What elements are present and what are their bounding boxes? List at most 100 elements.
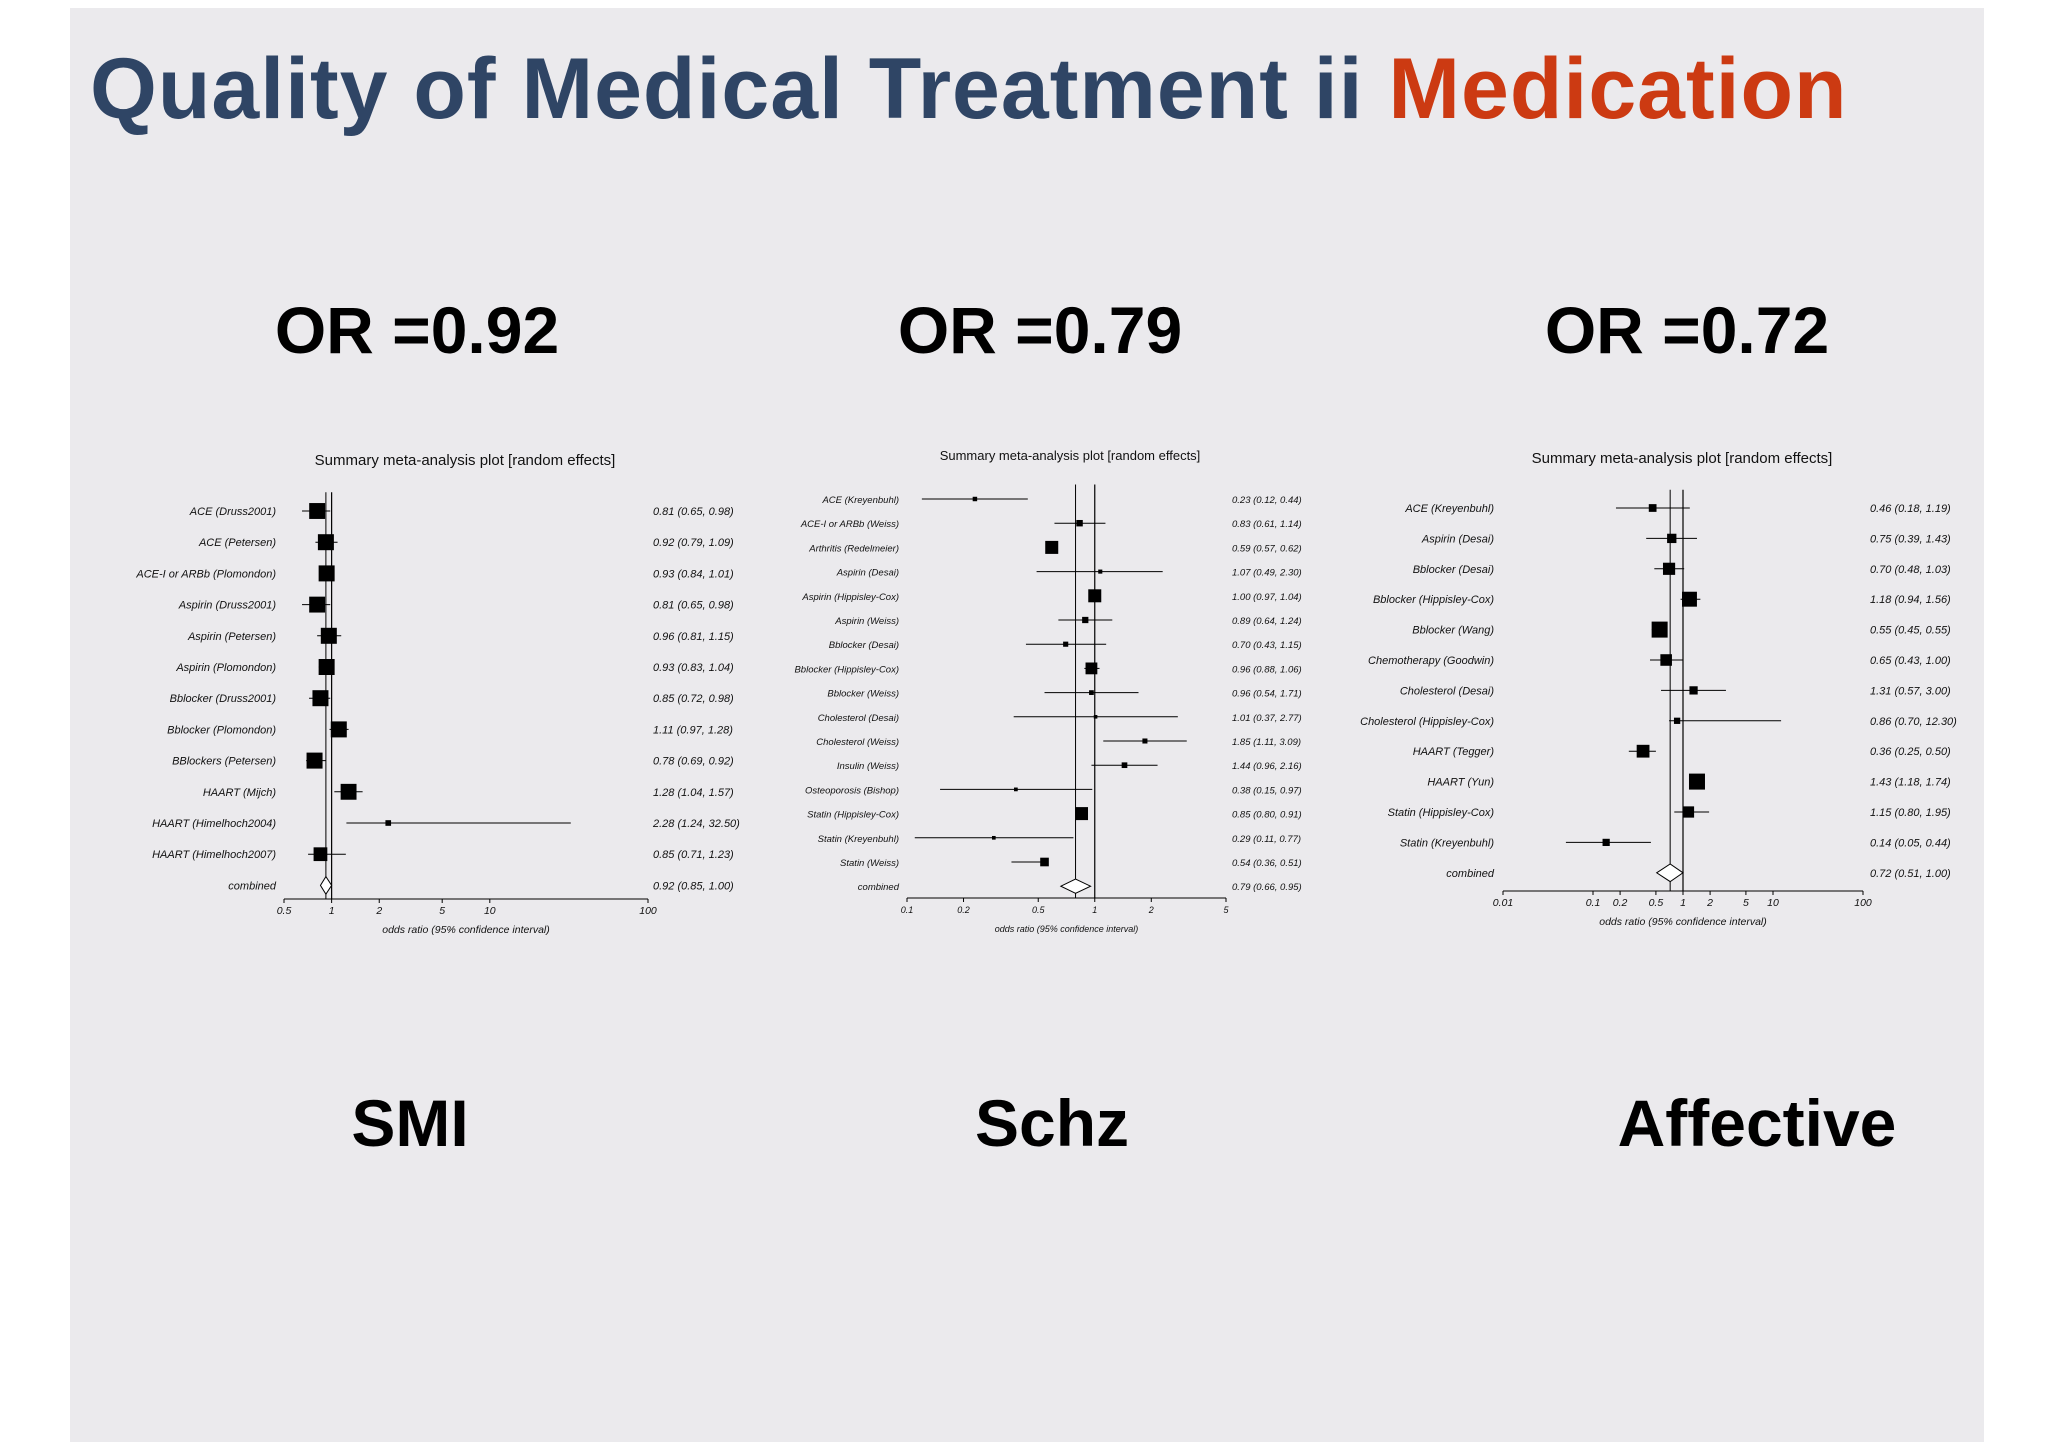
p3-ci-value: 1.18 (0.94, 1.56): [1870, 594, 1951, 606]
p2-point-estimate: [1088, 589, 1102, 603]
p3-x-tick-label: 2: [1706, 897, 1713, 909]
p2-point-estimate: [1098, 569, 1103, 574]
p3-point-estimate: [1689, 686, 1698, 695]
slide-background: [70, 8, 1984, 1442]
p1-point-estimate: [309, 596, 326, 613]
p3-row-label: Bblocker (Desai): [1413, 564, 1495, 576]
group-label-affective: Affective: [1617, 1086, 1897, 1160]
p2-row-label: Bblocker (Hippisley-Cox): [794, 664, 899, 675]
p2-ci-value: 1.01 (0.37, 2.77): [1232, 713, 1302, 724]
p1-row-label: ACE-I or ARBb (Plomondon): [135, 568, 276, 580]
p2-point-estimate: [972, 496, 978, 502]
p3-combined-label: combined: [1446, 868, 1495, 880]
p2-point-estimate: [1013, 787, 1018, 792]
p1-row-label: HAART (Himelhoch2004): [152, 818, 276, 830]
p3-point-estimate: [1602, 838, 1610, 847]
p2-ci-value: 0.54 (0.36, 0.51): [1232, 858, 1302, 869]
p1-x-tick-label: 0.5: [277, 905, 292, 917]
p3-ci-value: 0.86 (0.70, 12.30): [1870, 716, 1957, 728]
p3-ci-value: 0.75 (0.39, 1.43): [1870, 533, 1951, 545]
p2-ci-value: 1.85 (1.11, 3.09): [1232, 737, 1301, 748]
p3-combined-diamond: [1655, 863, 1684, 883]
p2-combined-diamond: [1059, 878, 1092, 894]
p2-row-label: Bblocker (Desai): [829, 640, 899, 651]
p1-row-label: Bblocker (Druss2001): [170, 693, 277, 705]
group-label-schz: Schz: [974, 1086, 1130, 1160]
p2-combined-label: combined: [858, 882, 900, 893]
p1-ci-value: 1.28 (1.04, 1.57): [653, 787, 734, 799]
p1-x-axis-label: odds ratio (95% confidence interval): [382, 924, 550, 936]
p3-plot-title: Summary meta-analysis plot [random effec…: [1532, 450, 1833, 467]
p1-combined-diamond: [319, 875, 333, 896]
p3-ci-value: 0.65 (0.43, 1.00): [1870, 655, 1951, 667]
p2-row-label: Insulin (Weiss): [837, 761, 899, 772]
p2-row-label: Aspirin (Desai): [836, 568, 899, 579]
p1-ci-value: 2.28 (1.24, 32.50): [652, 818, 740, 830]
p1-x-tick-label: 1: [329, 905, 335, 917]
p2-x-axis-label: odds ratio (95% confidence interval): [995, 924, 1139, 934]
p2-ci-value: 0.59 (0.57, 0.62): [1232, 543, 1302, 554]
p2-row-label: Cholesterol (Weiss): [816, 737, 899, 748]
p2-row-label: Arthritis (Redelmeier): [808, 543, 899, 554]
p3-ci-value: 1.43 (1.18, 1.74): [1870, 777, 1951, 789]
p2-ci-value: 1.07 (0.49, 2.30): [1232, 568, 1302, 579]
p2-ci-value: 0.96 (0.54, 1.71): [1232, 689, 1302, 700]
p3-row-label: Bblocker (Hippisley-Cox): [1373, 594, 1494, 606]
p3-row-label: HAART (Yun): [1427, 777, 1494, 789]
p1-row-label: ACE (Druss2001): [189, 506, 277, 518]
p2-row-label: Aspirin (Hippisley-Cox): [801, 592, 899, 603]
p2-point-estimate: [1063, 641, 1069, 647]
p3-point-estimate: [1682, 591, 1697, 607]
p2-ci-value: 0.89 (0.64, 1.24): [1232, 616, 1302, 627]
p2-x-tick-label: 1: [1092, 905, 1097, 915]
p2-point-estimate: [1089, 690, 1094, 695]
p3-x-tick-label: 0.01: [1493, 897, 1513, 909]
p3-ci-value: 0.36 (0.25, 0.50): [1870, 746, 1951, 758]
p2-ci-value: 0.96 (0.88, 1.06): [1232, 664, 1302, 675]
p3-x-tick-label: 0.5: [1649, 897, 1664, 909]
p1-row-label: Aspirin (Plomondon): [175, 662, 276, 674]
p1-row-label: HAART (Himelhoch2007): [152, 849, 276, 861]
p1-ci-value: 0.81 (0.65, 0.98): [653, 600, 734, 612]
p1-point-estimate: [313, 847, 328, 862]
p2-row-label: Osteoporosis (Bishop): [805, 785, 899, 796]
p2-point-estimate: [1142, 738, 1148, 744]
p2-ci-value: 0.38 (0.15, 0.97): [1232, 785, 1302, 796]
p1-point-estimate: [312, 690, 329, 707]
p1-row-label: Aspirin (Petersen): [187, 631, 276, 643]
p3-row-label: Cholesterol (Hippisley-Cox): [1360, 716, 1494, 728]
p1-row-label: HAART (Mijch): [203, 787, 276, 799]
or-label-smi: OR =0.92: [274, 293, 560, 367]
p1-ci-value: 0.92 (0.79, 1.09): [653, 537, 734, 549]
p2-point-estimate: [1121, 762, 1128, 769]
p1-point-estimate: [318, 565, 335, 582]
p1-row-label: BBlockers (Petersen): [172, 756, 276, 768]
p1-ci-value: 0.96 (0.81, 1.15): [653, 631, 734, 643]
or-label-affective: OR =0.72: [1544, 293, 1830, 367]
p1-ci-value: 1.11 (0.97, 1.28): [653, 724, 733, 736]
p3-point-estimate: [1673, 717, 1681, 724]
p1-point-estimate: [340, 783, 357, 800]
p3-ci-value: 0.55 (0.45, 0.55): [1870, 625, 1951, 637]
p3-row-label: HAART (Tegger): [1413, 746, 1495, 758]
p3-x-tick-label: 10: [1767, 897, 1779, 909]
p2-point-estimate: [1082, 616, 1089, 624]
p2-point-estimate: [1085, 662, 1098, 675]
p3-x-axis-label: odds ratio (95% confidence interval): [1599, 916, 1767, 928]
p1-point-estimate: [309, 503, 326, 519]
p2-point-estimate: [1045, 540, 1059, 554]
p3-row-label: ACE (Kreyenbuhl): [1404, 503, 1494, 515]
p1-point-estimate: [318, 659, 335, 675]
p1-combined-ci-value: 0.92 (0.85, 1.00): [653, 880, 734, 892]
p3-row-label: Chemotherapy (Goodwin): [1368, 655, 1494, 667]
p2-x-tick-label: 0.1: [901, 905, 914, 915]
p3-row-label: Bblocker (Wang): [1412, 625, 1494, 637]
p2-ci-value: 0.29 (0.11, 0.77): [1232, 834, 1301, 845]
p1-point-estimate: [320, 627, 337, 644]
p3-x-tick-label: 1: [1680, 897, 1686, 909]
p1-x-tick-label: 5: [439, 905, 445, 917]
p3-ci-value: 0.46 (0.18, 1.19): [1870, 503, 1951, 515]
p3-point-estimate: [1688, 773, 1705, 790]
group-label-smi: SMI: [351, 1086, 469, 1160]
p2-point-estimate: [991, 835, 996, 840]
